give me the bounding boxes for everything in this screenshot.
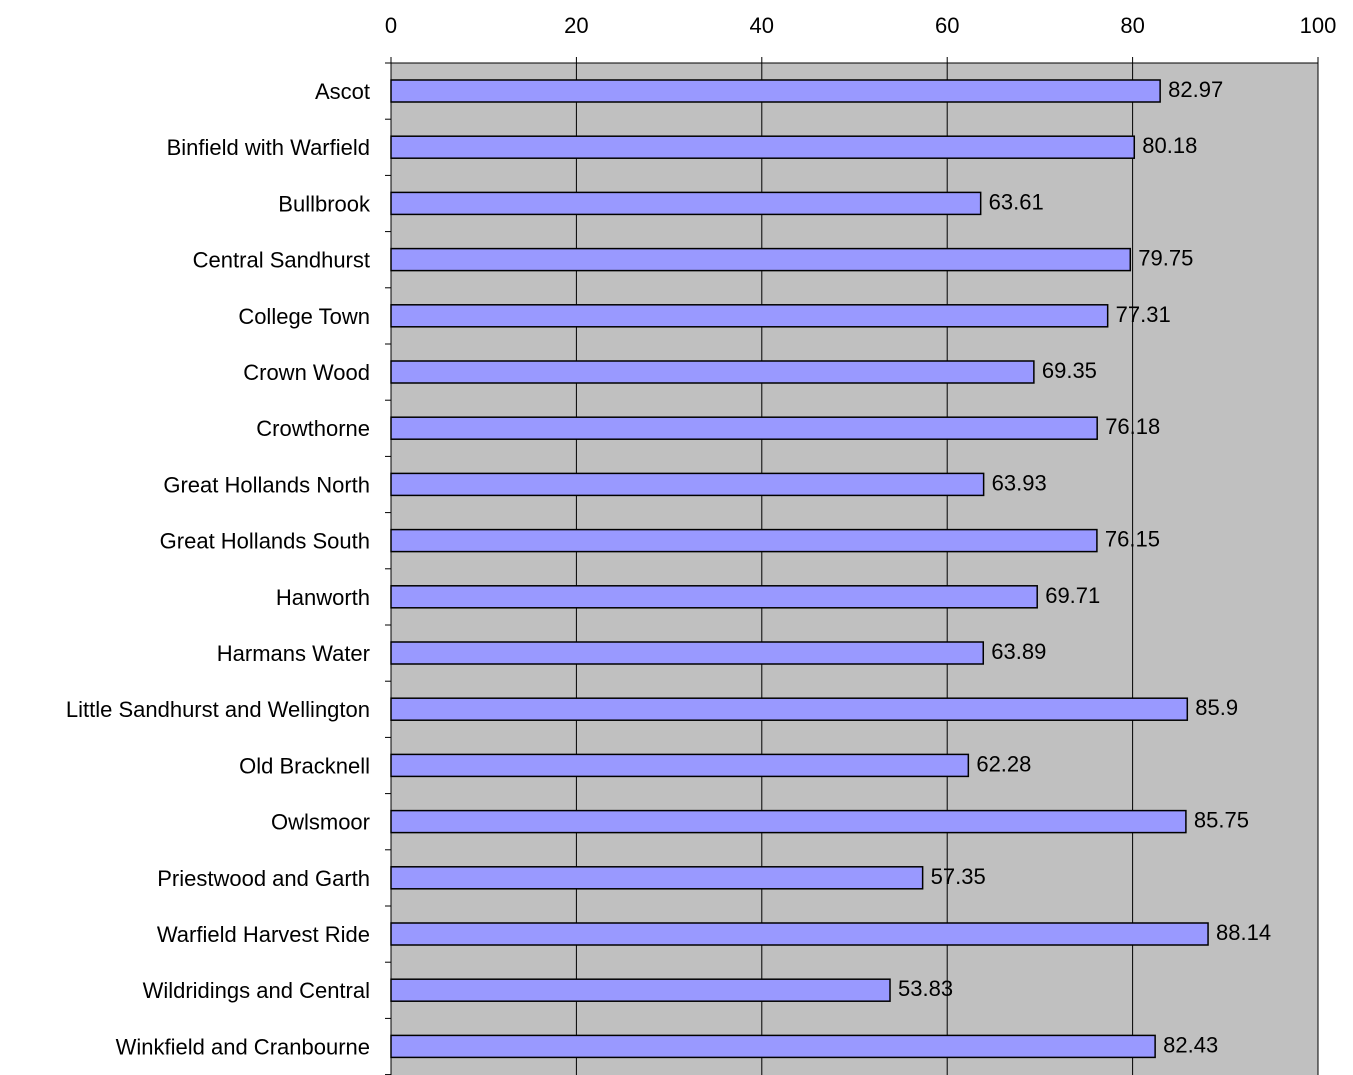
category-label: Little Sandhurst and Wellington	[66, 697, 370, 722]
value-label: 76.15	[1105, 527, 1160, 552]
category-label: Crown Wood	[243, 360, 370, 385]
x-tick-label-40: 40	[750, 13, 774, 38]
gridlines	[575, 63, 1319, 1075]
bar-5	[390, 360, 1035, 384]
value-label: 82.43	[1163, 1032, 1218, 1057]
value-label: 79.75	[1138, 246, 1193, 271]
value-label: 85.75	[1194, 808, 1249, 833]
value-label: 88.14	[1216, 920, 1271, 945]
category-label: Harmans Water	[217, 641, 370, 666]
value-label: 82.97	[1168, 77, 1223, 102]
bar-7	[390, 472, 985, 497]
bar-6	[390, 416, 1098, 440]
category-label: Hanworth	[276, 585, 370, 610]
value-label: 85.9	[1195, 695, 1238, 720]
value-label: 69.71	[1045, 583, 1100, 608]
x-tick-labels: 0 20 40 60 80 100	[385, 13, 1336, 38]
bar-17	[390, 1034, 1156, 1059]
category-label: Crowthorne	[256, 416, 370, 441]
category-label: Warfield Harvest Ride	[157, 922, 370, 947]
bar-4	[390, 304, 1109, 328]
bar-16	[390, 978, 891, 1002]
bar-12	[390, 753, 970, 778]
value-labels: 82.97 80.18 63.61 79.75 77.31 69.35 76.18 63.93…	[898, 77, 1271, 1057]
bar-0	[390, 79, 1161, 103]
category-label: College Town	[238, 304, 370, 329]
bar-14	[390, 866, 924, 890]
category-label: Priestwood and Garth	[157, 866, 370, 891]
category-labels: Ascot Binfield with Warfield Bullbrook Cent…	[66, 79, 371, 1059]
value-label: 53.83	[898, 976, 953, 1001]
x-tick-label-60: 60	[935, 13, 959, 38]
category-label: Central Sandhurst	[193, 248, 370, 273]
category-label: Great Hollands North	[163, 472, 370, 497]
x-tick-label-0: 0	[385, 13, 397, 38]
category-label: Owlsmoor	[271, 810, 370, 835]
axes	[385, 57, 1319, 1075]
category-label: Wildridings and Central	[143, 978, 370, 1003]
bar-9	[390, 585, 1038, 609]
bar-13	[390, 809, 1187, 834]
value-label: 77.31	[1116, 302, 1171, 327]
bar-1	[390, 135, 1136, 159]
value-label: 62.28	[976, 751, 1031, 776]
value-label: 63.61	[989, 189, 1044, 214]
category-label: Bullbrook	[278, 191, 371, 216]
category-label: Binfield with Warfield	[167, 135, 370, 160]
bar-11	[390, 697, 1189, 721]
value-label: 80.18	[1142, 133, 1197, 158]
x-tick-label-20: 20	[564, 13, 588, 38]
value-label: 76.18	[1105, 414, 1160, 439]
x-tick-label-100: 100	[1300, 13, 1337, 38]
category-label: Old Bracknell	[239, 753, 370, 778]
x-tick-label-80: 80	[1120, 13, 1144, 38]
value-label: 63.89	[991, 639, 1046, 664]
category-label: Winkfield and Cranbourne	[116, 1034, 370, 1059]
bar-15	[390, 922, 1209, 946]
value-label: 69.35	[1042, 358, 1097, 383]
category-label: Ascot	[315, 79, 370, 104]
bar-2	[390, 191, 982, 216]
plot-area	[391, 63, 1318, 1075]
category-label: Great Hollands South	[160, 529, 370, 554]
bar-10	[390, 641, 985, 665]
bars	[390, 79, 1209, 1059]
bar-3	[390, 247, 1132, 272]
value-label: 63.93	[992, 470, 1047, 495]
bar-8	[390, 528, 1098, 553]
value-label: 57.35	[931, 864, 986, 889]
